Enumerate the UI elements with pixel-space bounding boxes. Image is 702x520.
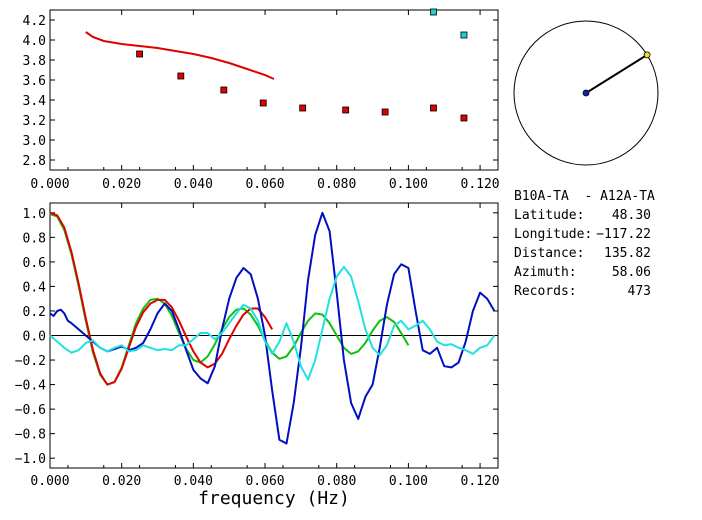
bottom-y-tick-label: −0.8	[15, 428, 46, 443]
bottom-y-tick-label: 0.2	[23, 305, 46, 320]
distance-value: 135.82	[604, 246, 651, 261]
azimuth-value: 58.06	[612, 265, 651, 280]
series-line-cyan	[49, 265, 496, 381]
distance-label: Distance:	[514, 246, 584, 261]
top-y-axis: 2.8 3.0 3.2 3.4 3.6 3.8 4.0 4.2	[23, 14, 498, 169]
measurement-point-red	[259, 99, 267, 107]
measurement-point-cyan	[430, 8, 437, 16]
top-y-tick-label: 3.6	[23, 74, 46, 89]
bottom-y-tick-label: −0.4	[15, 379, 46, 394]
azimuth-label: Azimuth:	[514, 265, 577, 280]
measurement-point-red	[299, 104, 307, 112]
bottom-x-tick-label: 0.040	[174, 474, 213, 489]
measurement-point-red	[342, 106, 350, 114]
bottom-y-tick-label: 1.0	[23, 207, 46, 222]
phase-velocity-curve	[85, 31, 275, 80]
top-x-tick-label: 0.000	[30, 177, 69, 192]
series-line-red	[49, 211, 274, 386]
measurement-point-red	[430, 104, 437, 112]
longitude-label: Longitude:	[514, 227, 592, 242]
bottom-x-tick-label: 0.120	[461, 474, 500, 489]
bottom-x-tick-label: 0.060	[245, 474, 284, 489]
measurement-point-red	[177, 72, 185, 80]
measurement-point-cyan	[460, 31, 468, 39]
bottom-y-axis: 1.0 0.8 0.6 0.4 0.2 0.0 −0.2 −0.4 −0.6 −0.8 −1.0	[15, 207, 498, 467]
measurement-point-red	[381, 108, 389, 116]
top-plot-frame	[49, 9, 499, 171]
measurement-point-red	[460, 114, 468, 122]
azimuth-line	[585, 54, 648, 94]
top-x-tick-label: 0.100	[389, 177, 428, 192]
bottom-y-tick-label: 0.0	[23, 330, 46, 345]
records-value: 473	[628, 284, 651, 299]
top-x-tick-label: 0.060	[245, 177, 284, 192]
azimuth-plot	[513, 20, 659, 166]
bottom-x-axis: 0.000 0.020 0.040 0.060 0.080 0.100 0.120	[30, 203, 500, 489]
bottom-y-tick-label: 0.4	[23, 280, 47, 295]
azimuth-circle	[513, 20, 659, 166]
top-x-tick-label: 0.080	[317, 177, 356, 192]
latitude-value: 48.30	[612, 208, 651, 223]
bottom-y-tick-label: −0.6	[15, 403, 46, 418]
x-axis-title: frequency (Hz)	[198, 488, 350, 509]
top-y-tick-label: 3.8	[23, 54, 46, 69]
top-plot-area	[85, 8, 468, 122]
top-y-tick-label: 3.0	[23, 134, 46, 149]
bottom-y-tick-label: −0.2	[15, 354, 46, 369]
station-info: B10A-TA - A12A-TA Latitude: 48.30 Longit…	[514, 189, 655, 299]
bottom-y-tick-label: 0.8	[23, 231, 46, 246]
bottom-y-tick-label: −1.0	[15, 452, 46, 467]
longitude-value: −117.22	[596, 227, 651, 242]
bottom-plot-area	[49, 211, 496, 445]
top-y-tick-label: 3.2	[23, 114, 46, 129]
latitude-label: Latitude:	[514, 208, 584, 223]
top-y-tick-label: 4.2	[23, 14, 46, 29]
bottom-x-tick-label: 0.000	[30, 474, 69, 489]
top-x-tick-label: 0.020	[102, 177, 141, 192]
top-x-axis: 0.000 0.020 0.040 0.060 0.080 0.100 0.120	[30, 10, 500, 192]
bottom-y-tick-label: 0.6	[23, 256, 46, 271]
remote-station-marker	[643, 51, 651, 59]
top-y-tick-label: 3.4	[23, 94, 47, 109]
bottom-chart-panel: 1.0 0.8 0.6 0.4 0.2 0.0 −0.2 −0.4 −0.6 −0.8 −1.0 0…	[15, 202, 500, 509]
top-x-tick-label: 0.120	[461, 177, 500, 192]
center-station-marker	[582, 89, 590, 97]
measurement-point-red	[136, 50, 144, 58]
top-y-tick-label: 4.0	[23, 34, 46, 49]
records-label: Records:	[514, 284, 577, 299]
bottom-x-tick-label: 0.020	[102, 474, 141, 489]
top-chart-panel: 2.8 3.0 3.2 3.4 3.6 3.8 4.0 4.2 0.000 0.020 0.040…	[23, 8, 500, 192]
measurement-point-red	[220, 86, 228, 94]
top-x-tick-label: 0.040	[174, 177, 213, 192]
bottom-x-tick-label: 0.100	[389, 474, 428, 489]
station-pair: B10A-TA - A12A-TA	[514, 189, 655, 204]
top-y-tick-label: 2.8	[23, 154, 46, 169]
bottom-x-tick-label: 0.080	[317, 474, 356, 489]
